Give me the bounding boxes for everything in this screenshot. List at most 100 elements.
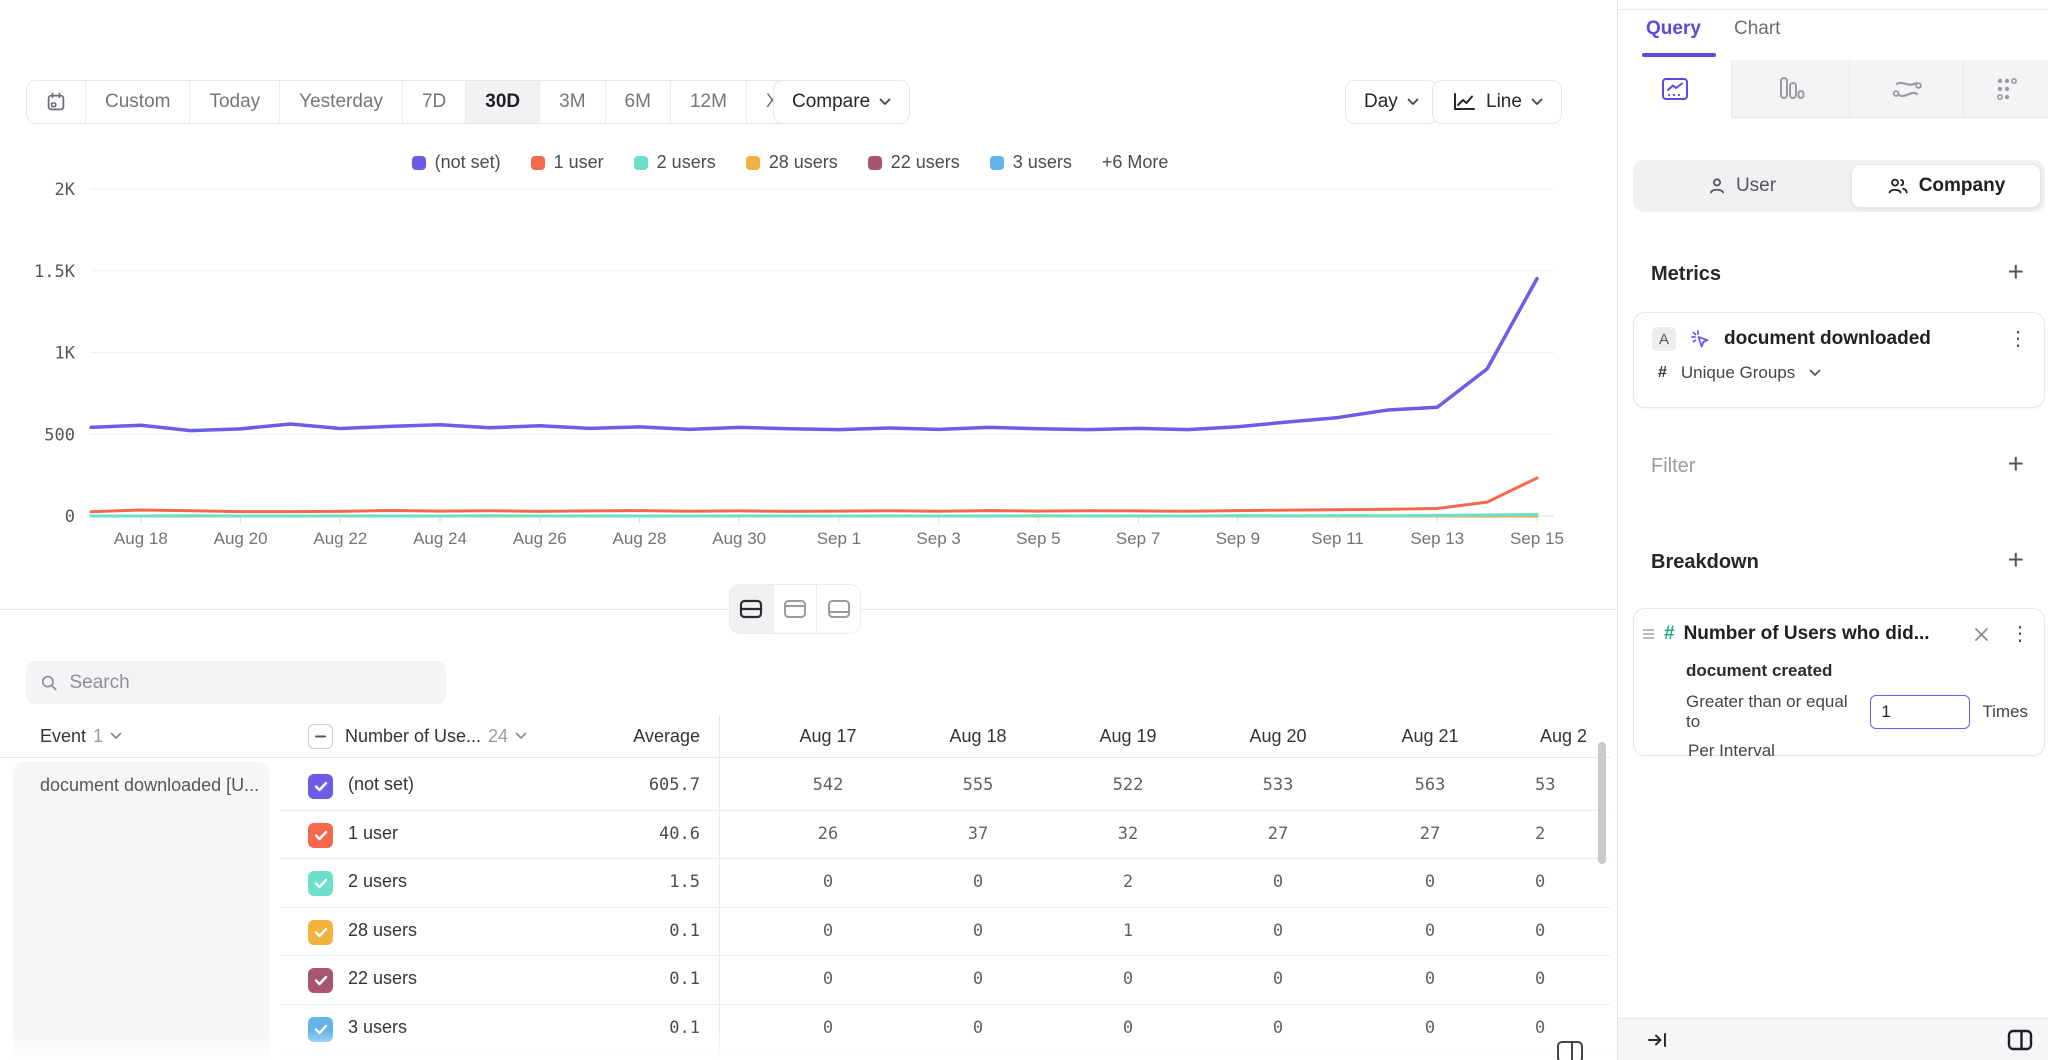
table-row: 3 users 0.1 0 0 0 0 0 0 [280,1005,1610,1053]
chart-type-grid-tab[interactable] [1963,60,2048,118]
row-value: 0 [1535,920,1546,941]
chart-type-line-tab[interactable] [1618,60,1731,118]
bar-chart-tab-icon [1779,76,1804,99]
row-value: 0 [972,1017,984,1038]
chart-type-bar-tab[interactable] [1731,60,1849,118]
row-checkbox[interactable] [308,822,333,848]
breakdown-value-input[interactable] [1870,695,1971,729]
main-panel: Custom Today Yesterday 7D 30D 3M 6M 12M … [0,80,1617,1060]
line-chart: 0 500 1K 1.5K 2K Aug 18 Aug 20 Aug 22 Aug 24 Aug … [34,182,1564,548]
legend-item[interactable]: (not set) [411,152,501,173]
event-column-header[interactable]: Event 1 [40,715,122,757]
layout-table-only-button[interactable] [817,585,860,633]
legend-label: 28 users [768,152,838,172]
chart-type-flow-tab[interactable] [1849,60,1963,118]
row-checkbox[interactable] [308,919,333,945]
breakdown-header-label[interactable]: Number of Use... [345,725,482,746]
legend-item[interactable]: 22 users [867,152,960,173]
breakdown-condition-label[interactable]: Greater than or equal to [1686,692,1848,731]
svg-text:0: 0 [65,507,75,527]
svg-text:Aug 20: Aug 20 [214,529,268,548]
row-checkbox[interactable] [308,1016,333,1042]
select-all-checkbox[interactable] [308,723,333,749]
collapse-sidebar-icon[interactable] [1647,1030,1669,1050]
legend-item[interactable]: 3 users [989,152,1072,173]
tab-query[interactable]: Query [1646,18,1701,39]
collapse-panel-button[interactable] [1556,1040,1584,1060]
range-yesterday[interactable]: Yesterday [280,81,403,123]
legend-item[interactable]: 1 user [530,152,604,173]
row-checkbox[interactable] [308,968,333,993]
date-range-group: Custom Today Yesterday 7D 30D 3M 6M 12M … [26,80,844,124]
check-icon [314,927,327,937]
sidebar-footer [1618,1018,2048,1060]
range-today[interactable]: Today [190,81,281,123]
calendar-button[interactable] [27,81,86,123]
events-panel: document downloaded [U... [13,762,270,1060]
table-scrollbar[interactable] [1598,742,1606,864]
table-row: 2 users 1.5 0 0 2 0 0 0 [280,859,1610,908]
legend-more-button[interactable]: +6 More [1101,152,1169,172]
measure-dropdown[interactable]: Unique Groups [1680,363,1796,382]
drag-handle-icon[interactable] [1642,628,1655,640]
legend-item[interactable]: 2 users [633,152,716,173]
row-value: 53 [1535,775,1556,795]
close-icon[interactable] [1974,627,1989,642]
legend-item[interactable]: 28 users [745,152,838,173]
granularity-button[interactable]: Day [1345,80,1438,124]
range-6m[interactable]: 6M [605,81,671,123]
range-3m[interactable]: 3M [540,81,606,123]
add-breakdown-button[interactable]: + [2007,544,2024,575]
breakdown-per-interval[interactable]: Per Interval [1688,741,1775,760]
minus-icon [315,735,326,737]
breakdown-count: 24 [488,725,509,746]
line-chart-tab-icon [1661,78,1688,100]
add-filter-button[interactable]: + [2007,448,2024,479]
breakdown-card: # Number of Users who did... ⋮ document … [1633,608,2045,760]
scope-company-option-selected[interactable]: Company [1851,164,2041,208]
svg-text:Sep 1: Sep 1 [817,529,861,548]
chevron-down-icon[interactable] [1809,369,1821,377]
tab-chart[interactable]: Chart [1734,18,1781,39]
event-row-item[interactable]: document downloaded [U... [40,775,260,795]
row-checkbox[interactable] [308,774,333,799]
legend-swatch [989,155,1004,170]
row-checkbox[interactable] [308,871,333,896]
layout-chart-only-button[interactable] [773,585,818,633]
range-12m[interactable]: 12M [670,81,747,123]
compare-label: Compare [792,91,871,112]
range-7d[interactable]: 7D [402,81,467,123]
scope-company-label: Company [1918,175,2006,196]
search-box [26,661,446,704]
table-body: (not set) 605.7 542 555 522 533 563 53 1… [280,762,1610,1053]
date-column-header: Aug 2 [1540,725,1588,746]
panel-layout-icon[interactable] [2007,1029,2033,1051]
layout-toggle-group [729,584,861,634]
metric-menu-button[interactable]: ⋮ [2008,328,2028,350]
range-custom[interactable]: Custom [86,81,191,123]
range-30d-selected[interactable]: 30D [466,81,541,123]
chart-type-button[interactable]: Line [1432,80,1562,124]
chart-type-tabs [1618,60,2048,118]
date-column-header: Aug 18 [949,725,1007,746]
breakdown-menu-button[interactable]: ⋮ [2010,623,2030,645]
legend-label: 2 users [656,152,716,172]
table-header: Event 1 Number of Use... 24 A [0,715,1610,758]
search-input[interactable] [69,671,432,694]
flow-chart-tab-icon [1892,81,1922,97]
chart-legend: (not set) 1 user 2 users 28 users 22 use… [0,152,1580,173]
layout-split-button[interactable] [730,585,774,633]
metric-card[interactable]: A document downloaded ⋮ # Unique Groups [1633,312,2045,408]
row-average: 40.6 [659,823,700,844]
chevron-down-icon [879,98,891,105]
add-metric-button[interactable]: + [2007,256,2024,287]
row-value: 1 [1122,920,1134,941]
scope-user-option[interactable]: User [1633,160,1851,212]
svg-text:2K: 2K [55,182,76,200]
granularity-label: Day [1364,91,1398,112]
row-value: 0 [1535,872,1546,892]
compare-button[interactable]: Compare [773,80,911,124]
chevron-down-icon[interactable] [515,732,527,740]
row-value: 533 [1262,775,1294,795]
